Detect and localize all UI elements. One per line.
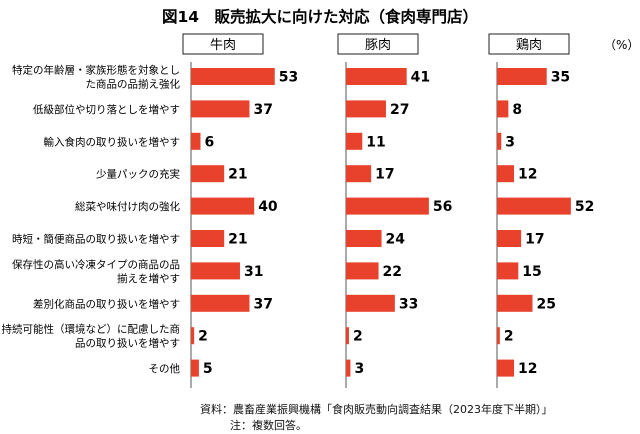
data-label: 2 <box>198 329 208 345</box>
data-label: 2 <box>504 329 514 345</box>
data-label: 22 <box>383 264 402 280</box>
category-label: 品の取り扱いを増やす <box>75 337 180 350</box>
data-label: 12 <box>518 361 537 377</box>
category-label: 特定の年齢層・家族形態を対象とし <box>12 64 180 77</box>
category-label: 保存性の高い冷凍タイプの商品の品 <box>12 258 180 271</box>
data-label: 3 <box>505 134 515 150</box>
panels: 牛肉53376214021313725豚肉412711175624223323鶏… <box>182 33 594 388</box>
bar <box>191 68 275 85</box>
data-label: 53 <box>279 70 298 86</box>
bar <box>497 230 522 247</box>
bar <box>346 327 349 345</box>
category-label: 低級部位や切り落としを増やす <box>33 103 180 116</box>
bar <box>346 359 351 377</box>
bar <box>497 197 571 215</box>
bar <box>497 359 515 377</box>
bar <box>191 262 240 280</box>
bar <box>191 132 201 150</box>
bar <box>346 230 382 247</box>
bar <box>191 165 225 183</box>
data-label: 40 <box>258 199 278 215</box>
category-label: 総菜や味付け肉の強化 <box>75 200 180 213</box>
bar <box>497 327 500 345</box>
data-label: 56 <box>433 199 452 215</box>
bar <box>497 294 533 312</box>
series-name: 鶏肉 <box>516 38 542 53</box>
unit-label: （%） <box>604 38 639 52</box>
bar <box>497 68 547 85</box>
data-label: 11 <box>366 134 385 150</box>
data-label: 6 <box>204 134 214 150</box>
data-label: 37 <box>253 296 272 312</box>
bar <box>497 100 509 118</box>
bar <box>497 165 515 183</box>
series-header-box <box>488 33 570 55</box>
bar <box>497 132 502 150</box>
data-label: 12 <box>518 167 537 183</box>
data-label: 27 <box>390 102 409 118</box>
category-label: 揃えを増やす <box>117 272 180 285</box>
data-label: 3 <box>354 361 364 377</box>
data-label: 33 <box>399 296 418 312</box>
bar <box>346 68 407 85</box>
data-label: 17 <box>375 167 394 183</box>
series-header-box <box>182 33 264 55</box>
data-label: 35 <box>551 70 570 86</box>
bar <box>346 132 363 150</box>
data-label: 24 <box>386 232 406 248</box>
data-label: 25 <box>537 296 556 312</box>
data-label: 21 <box>228 232 247 248</box>
data-label: 5 <box>203 361 213 377</box>
series-header-box <box>337 33 419 55</box>
bar <box>346 165 372 183</box>
bar <box>191 294 250 312</box>
category-label: 持続可能性（環境など）に配慮した商 <box>2 323 181 336</box>
source-note: 資料：農畜産業振興機構「食肉販売動向調査結果（2023年度下半期）」 <box>200 403 553 416</box>
series-name: 豚肉 <box>365 38 391 53</box>
bar <box>346 262 379 280</box>
bar <box>497 262 519 280</box>
footnote: 注：複数回答。 <box>230 419 307 432</box>
data-label: 2 <box>353 329 363 345</box>
data-label: 31 <box>244 264 263 280</box>
category-label: その他 <box>149 362 181 375</box>
data-label: 37 <box>253 102 272 118</box>
bar <box>191 197 255 215</box>
data-label: 52 <box>575 199 594 215</box>
data-label: 17 <box>525 232 544 248</box>
category-labels: 特定の年齢層・家族形態を対象とした商品の品揃え強化低級部位や切り落としを増やす輸… <box>2 64 181 376</box>
data-label: 15 <box>522 264 541 280</box>
bar <box>191 100 250 118</box>
category-label: 差別化商品の取り扱いを増やす <box>33 297 180 310</box>
bar <box>346 197 429 215</box>
bar <box>191 230 225 247</box>
category-label: 時短・簡便商品の取り扱いを増やす <box>12 233 180 246</box>
panel-1: 牛肉 53 37 6 21 40 21 31 37 2 5 <box>182 33 298 388</box>
data-label: 8 <box>512 102 522 118</box>
category-label: 輸入食肉の取り扱いを増やす <box>44 135 181 148</box>
category-label: た商品の品揃え強化 <box>86 78 181 91</box>
bar <box>346 294 395 312</box>
data-label: 21 <box>228 167 247 183</box>
bar <box>191 327 195 345</box>
bar <box>191 359 199 377</box>
chart-title: 図14 販売拡大に向けた対応（食肉専門店） <box>162 7 478 26</box>
bar <box>346 100 386 118</box>
series-name: 牛肉 <box>210 38 236 53</box>
category-label: 少量パックの充実 <box>96 168 180 181</box>
data-label: 41 <box>411 70 430 86</box>
